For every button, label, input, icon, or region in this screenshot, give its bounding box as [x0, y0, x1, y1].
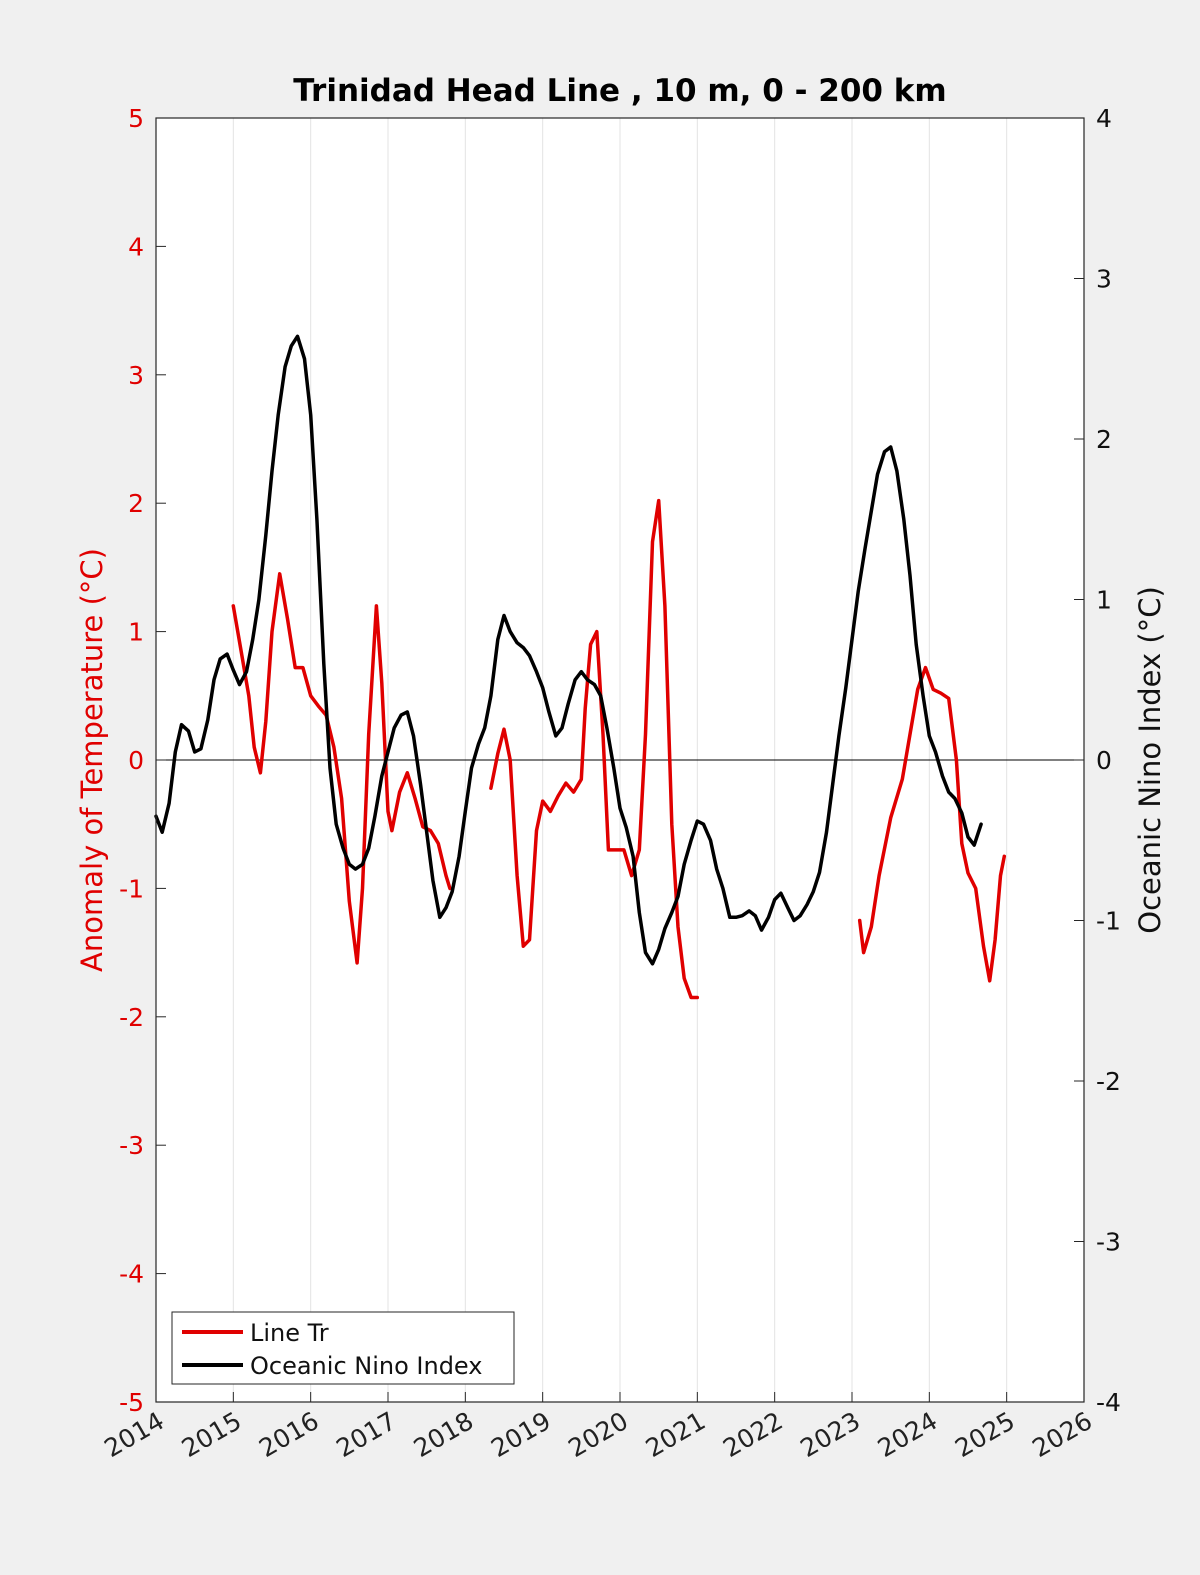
y-left-tick-label: -2 [119, 1003, 144, 1032]
series-line-tr-segment-1 [489, 498, 700, 1000]
y-right-tick-label: 1 [1096, 586, 1112, 615]
y-left-tick-label: -1 [119, 874, 144, 903]
y-right-tick-label: 2 [1096, 425, 1112, 454]
y-axis-left-label: Anomaly of Temperature (°C) [75, 548, 109, 972]
y-left-tick-label: -5 [119, 1388, 144, 1417]
legend-label-oni: Oceanic Nino Index [250, 1352, 482, 1380]
y-left-tick-label: -4 [119, 1260, 144, 1289]
series-oni-segment-0 [154, 334, 983, 966]
y-left-tick-label: 3 [128, 361, 144, 390]
y-right-tick-label: 0 [1096, 746, 1112, 775]
y-right-tick-label: -1 [1096, 907, 1121, 936]
series-layer [154, 334, 1007, 1000]
y-right-tick-label: 3 [1096, 265, 1112, 294]
series-line-tr-segment-2 [857, 665, 1007, 983]
y-left-tick-label: 1 [128, 618, 144, 647]
y-left-tick-label: 5 [128, 104, 144, 133]
legend: Line Tr Oceanic Nino Index [171, 1311, 515, 1385]
y-right-tick-label: -3 [1096, 1228, 1121, 1257]
y-axis-right-label: Oceanic Nino Index (°C) [1133, 586, 1167, 934]
legend-box [171, 1311, 515, 1385]
y-right-tick-label: -2 [1096, 1067, 1121, 1096]
y-left-tick-label: 4 [128, 232, 144, 261]
y-left-tick-label: 0 [128, 746, 144, 775]
y-left-tick-label: -3 [119, 1131, 144, 1160]
legend-label-line-tr: Line Tr [250, 1319, 329, 1347]
chart-title: Trinidad Head Line , 10 m, 0 - 200 km [293, 73, 946, 109]
y-right-tick-label: 4 [1096, 104, 1112, 133]
y-left-tick-label: 2 [128, 489, 144, 518]
y-right-tick-label: -4 [1096, 1388, 1121, 1417]
